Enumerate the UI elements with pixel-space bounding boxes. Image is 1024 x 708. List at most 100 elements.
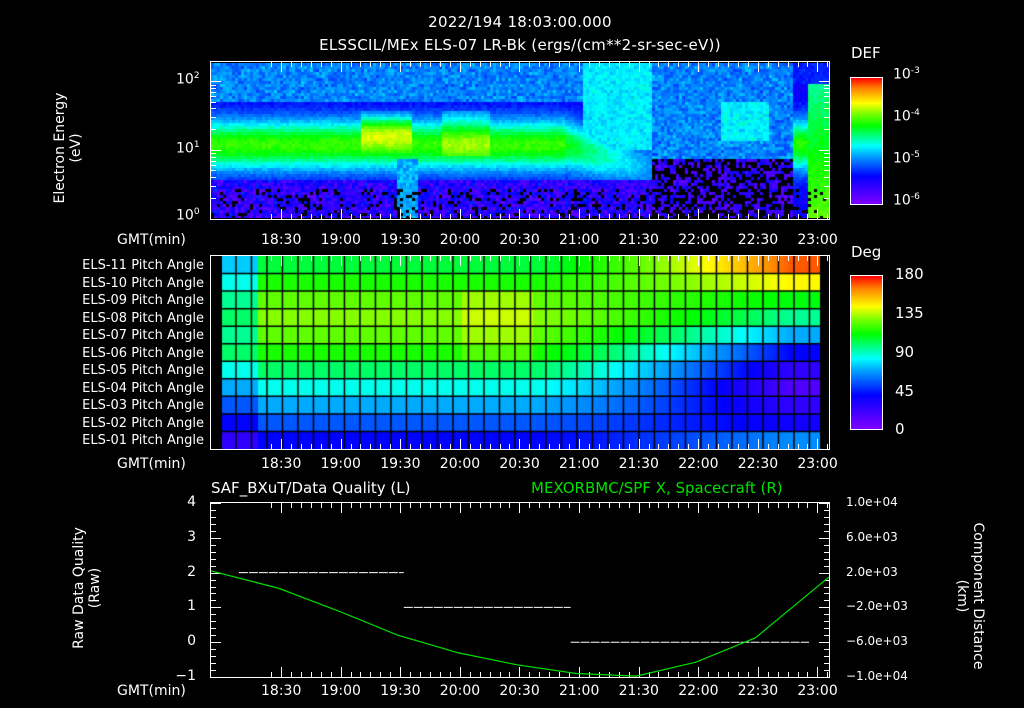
y-tick-mark	[824, 544, 829, 546]
x-tick-mark	[300, 503, 302, 508]
x-tick-mark	[668, 503, 670, 508]
x-tick-label: 19:00	[320, 683, 361, 699]
y-tick-mark	[211, 614, 216, 616]
x-axis-label: GMT(min)	[117, 456, 186, 472]
y-tick-mark	[824, 186, 829, 187]
quality-ytick-label: −1	[175, 668, 196, 684]
x-tick-mark	[499, 256, 501, 261]
y-tick-mark	[211, 516, 216, 518]
x-tick-mark	[777, 503, 779, 508]
y-tick-mark	[211, 607, 221, 609]
x-tick-mark	[439, 214, 441, 219]
x-tick-mark	[777, 444, 779, 449]
y-tick-mark	[211, 198, 216, 199]
y-tick-mark	[211, 663, 216, 665]
quality-ytick-label: 1	[187, 598, 196, 615]
y-tick-mark	[824, 656, 829, 658]
x-tick-mark	[400, 667, 402, 677]
x-tick-mark	[757, 256, 759, 266]
pitch-row-label: ELS-09 Pitch Angle	[82, 293, 204, 308]
x-tick-mark	[668, 444, 670, 449]
y-tick-mark	[824, 198, 829, 199]
x-tick-mark	[807, 503, 809, 508]
x-tick-mark	[618, 672, 620, 677]
y-tick-mark	[824, 565, 829, 567]
x-tick-mark	[479, 444, 481, 449]
x-tick-mark	[281, 256, 282, 266]
x-tick-mark	[390, 214, 392, 219]
x-tick-mark	[410, 62, 412, 67]
energy-ytick-label: 102	[176, 71, 200, 88]
y-tick-mark	[211, 102, 216, 103]
x-tick-mark	[479, 672, 481, 677]
x-tick-mark	[320, 503, 322, 508]
x-tick-mark	[747, 214, 749, 219]
x-tick-mark	[608, 256, 610, 261]
x-tick-mark	[718, 214, 720, 219]
x-tick-mark	[499, 444, 501, 449]
x-tick-label: 22:30	[737, 683, 779, 699]
deg-colorbar	[850, 275, 883, 430]
y-tick-mark	[819, 503, 829, 504]
x-tick-mark	[797, 256, 799, 261]
y-tick-mark	[819, 219, 829, 220]
x-tick-mark	[360, 444, 362, 449]
y-tick-mark	[824, 177, 829, 178]
plot-datetime: 2022/194 18:03:00.000	[428, 13, 612, 31]
x-tick-mark	[479, 503, 481, 508]
x-tick-mark	[648, 62, 650, 67]
x-tick-label: 22:00	[678, 232, 719, 248]
x-tick-label: 20:00	[439, 456, 481, 472]
y-tick-mark	[824, 600, 829, 602]
x-tick-label: 22:00	[678, 683, 719, 699]
x-tick-mark	[737, 503, 739, 508]
pitch-plot-frame	[210, 255, 830, 450]
x-tick-mark	[569, 214, 571, 219]
x-tick-mark	[459, 209, 461, 219]
y-tick-mark	[824, 670, 829, 672]
x-tick-mark	[618, 503, 620, 508]
x-tick-label: 23:00	[797, 232, 838, 248]
x-tick-mark	[410, 444, 412, 449]
y-tick-mark	[824, 157, 829, 158]
x-tick-mark	[430, 256, 431, 261]
x-tick-mark	[668, 672, 670, 677]
x-tick-mark	[539, 256, 541, 261]
pitch-row-label: ELS-08 Pitch Angle	[82, 310, 204, 326]
x-tick-mark	[628, 672, 630, 677]
energy-ytick-label: 100	[176, 207, 200, 224]
deg-colorbar-tick: 0	[895, 420, 905, 438]
x-tick-mark	[638, 62, 640, 72]
pitch-row-label: ELS-11 Pitch Angle	[82, 258, 204, 273]
x-tick-mark	[728, 444, 729, 449]
y-tick-mark	[211, 509, 216, 511]
x-tick-mark	[340, 62, 342, 72]
x-tick-label: 23:00	[797, 456, 838, 472]
x-tick-mark	[747, 672, 749, 677]
y-tick-mark	[211, 600, 216, 602]
x-tick-mark	[767, 672, 769, 677]
x-tick-mark	[400, 256, 402, 266]
x-tick-mark	[817, 62, 819, 72]
x-tick-mark	[439, 444, 441, 449]
deg-colorbar-tick: 45	[895, 382, 915, 400]
y-tick-mark	[824, 153, 829, 154]
x-tick-mark	[618, 214, 620, 219]
x-tick-mark	[439, 672, 441, 677]
x-tick-mark	[330, 214, 332, 219]
x-tick-mark	[380, 503, 382, 508]
y-tick-mark	[824, 593, 829, 595]
x-tick-mark	[281, 667, 282, 677]
y-tick-mark	[211, 177, 216, 178]
x-tick-label: 19:30	[380, 683, 421, 699]
pitch-row-label: ELS-01 Pitch Angle	[82, 433, 204, 448]
x-tick-label: 21:00	[559, 232, 600, 248]
x-tick-mark	[648, 503, 650, 508]
x-tick-mark	[588, 256, 590, 261]
x-tick-mark	[807, 444, 809, 449]
x-tick-label: 19:30	[380, 232, 421, 248]
x-tick-mark	[638, 503, 640, 513]
distance-ytick-label: 1.0e+04	[846, 495, 898, 509]
x-tick-mark	[588, 503, 590, 508]
x-tick-mark	[628, 256, 630, 261]
